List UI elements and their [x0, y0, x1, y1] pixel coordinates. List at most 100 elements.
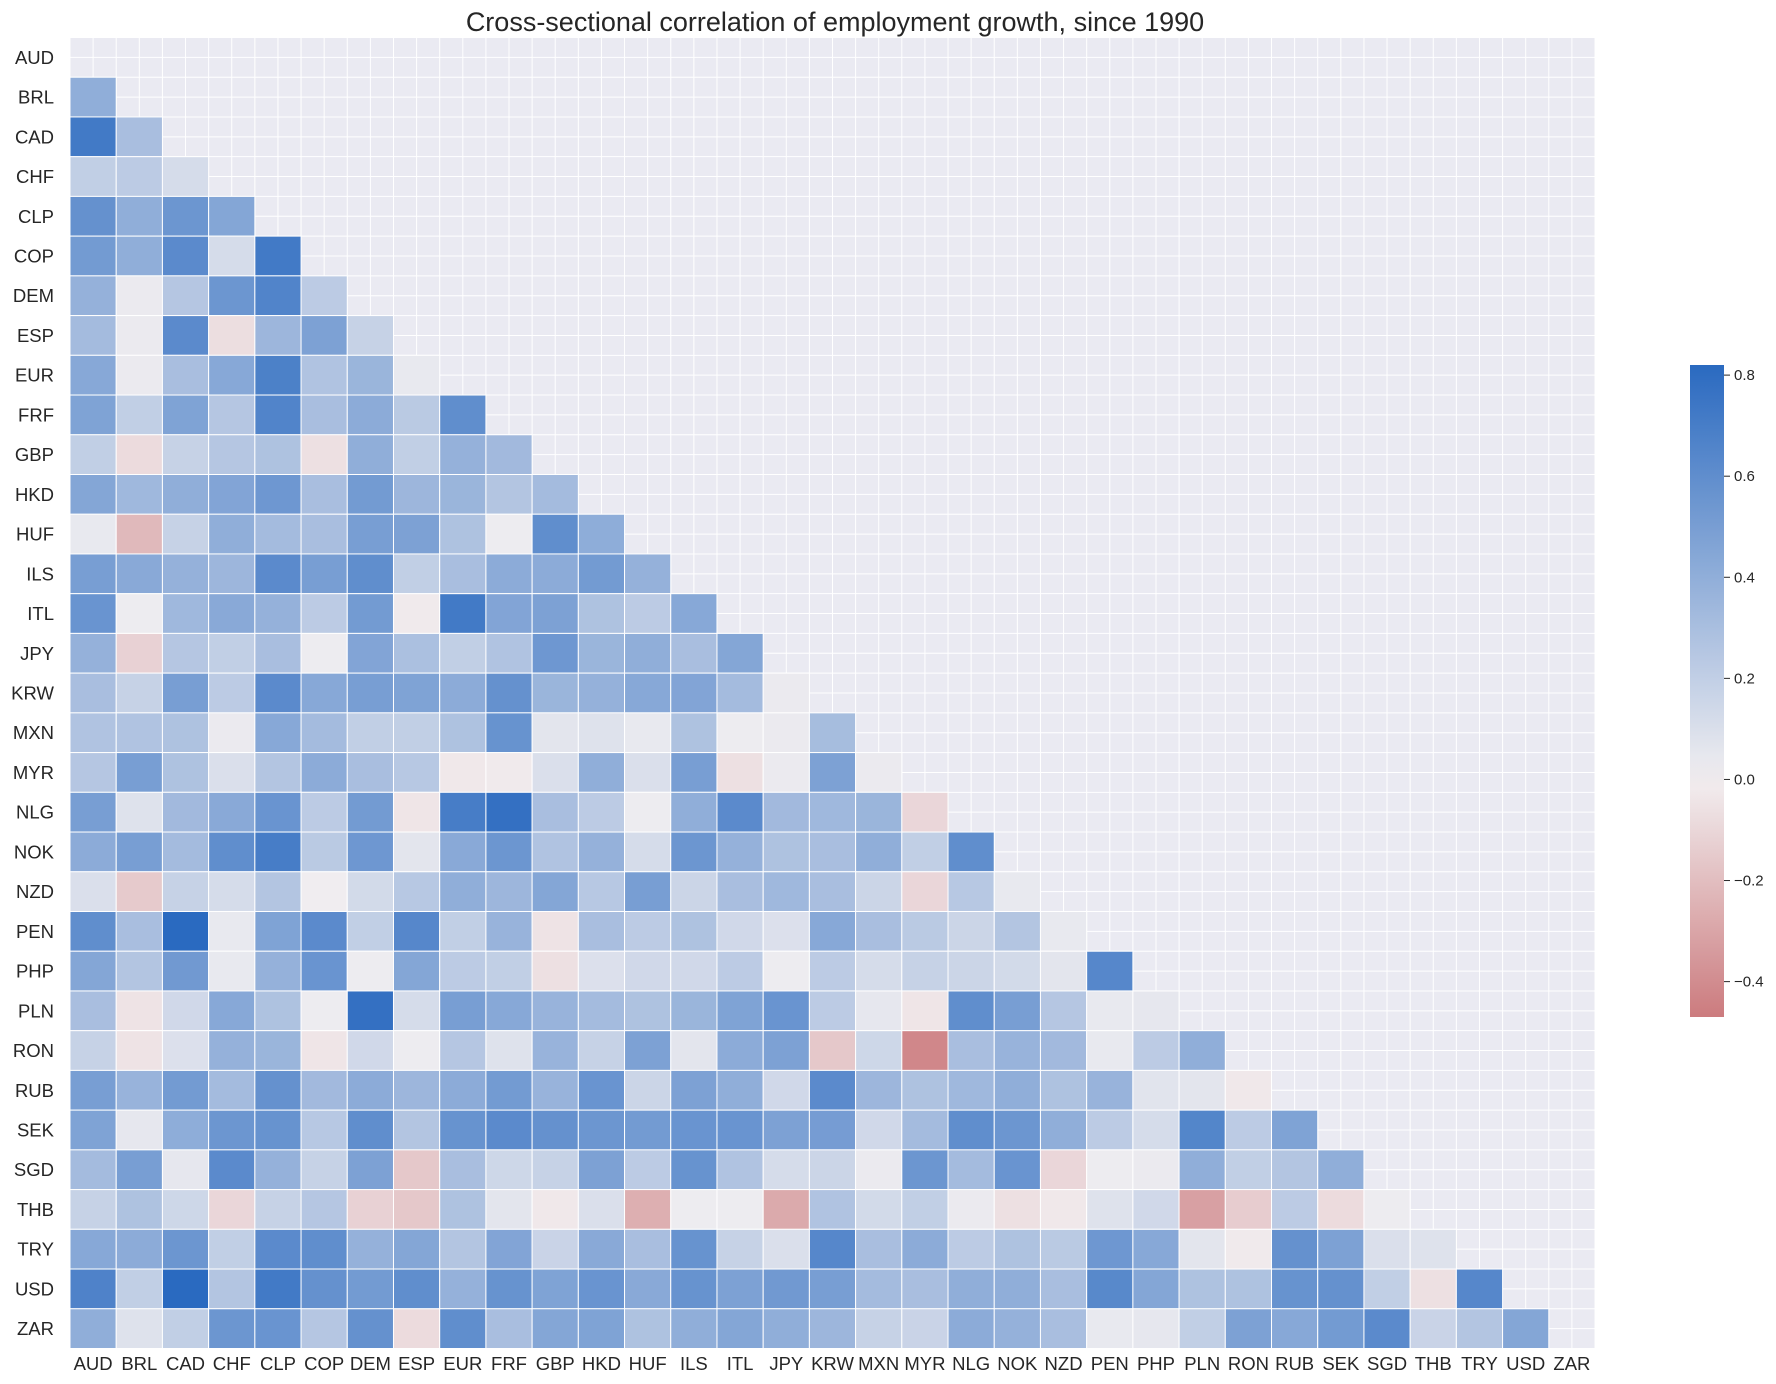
heatmap-cell-MXN-HUF [624, 712, 672, 754]
heatmap-cell-JPY-GBP [531, 632, 579, 674]
heatmap-cell-THB-BRL [115, 1189, 163, 1230]
heatmap-cell-KRW-FRF [485, 672, 533, 714]
heatmap-cell-PLN-HUF [624, 990, 672, 1032]
heatmap-cell-PLN-NLG [947, 990, 995, 1032]
heatmap-cell-RUB-CHF [208, 1069, 256, 1111]
heatmap-cell-USD-SGD [1363, 1268, 1411, 1310]
heatmap-cell-PLN-CAD [161, 990, 210, 1032]
heatmap-cell-RUB-PLN [1178, 1069, 1226, 1111]
heatmap-cell-MYR-ITL [716, 752, 764, 793]
heatmap-cell-TRY-HUF [624, 1228, 672, 1270]
heatmap-cell-NLG-GBP [531, 791, 579, 833]
heatmap-cell-NOK-ILS [670, 831, 718, 873]
colorbar-tick-label: 0.8 [1734, 367, 1755, 384]
heatmap-cell-JPY-DEM [346, 632, 394, 674]
heatmap-cell-SGD-ITL [716, 1149, 764, 1191]
heatmap-cell-SEK-ILS [670, 1109, 718, 1151]
heatmap-cell-TRY-PHP [1132, 1228, 1180, 1270]
heatmap-cell-SEK-CHF [208, 1109, 256, 1151]
heatmap-cell-NZD-KRW [808, 871, 857, 912]
heatmap-cell-MYR-ILS [670, 752, 718, 793]
heatmap-cell-THB-NZD [1039, 1189, 1088, 1230]
heatmap-cell-TRY-NZD [1039, 1228, 1088, 1270]
heatmap-cell-CLP-BRL [115, 195, 163, 237]
y-tick-labels: AUD BRL CAD CHF CLP COP DEM ESP EUR FRF GBP HKD HUF I… [11, 47, 54, 1339]
heatmap-cell-THB-KRW [808, 1189, 857, 1230]
heatmap-cell-MXN-GBP [531, 712, 579, 754]
heatmap-cell-THB-HKD [577, 1189, 626, 1230]
heatmap-cell-FRF-CLP [254, 394, 302, 436]
heatmap-cell-TRY-RUB [1271, 1228, 1319, 1270]
heatmap-cell-USD-CAD [161, 1268, 210, 1310]
heatmap-cell-TRY-BRL [115, 1228, 163, 1270]
heatmap-cell-THB-HUF [624, 1189, 672, 1230]
heatmap-cell-THB-RON [1224, 1189, 1273, 1230]
heatmap-cell-PEN-HKD [577, 911, 626, 952]
heatmap-cell-USD-HKD [577, 1268, 626, 1310]
heatmap-cell-ILS-AUD [69, 553, 117, 595]
heatmap-cell-PEN-NLG [947, 911, 995, 952]
heatmap-cell-PLN-CHF [208, 990, 256, 1032]
heatmap-cell-ILS-HUF [624, 553, 672, 595]
heatmap-cell-NZD-AUD [69, 871, 117, 912]
heatmap-cell-ZAR-FRF [485, 1308, 533, 1349]
heatmap-cell-SEK-NOK [993, 1109, 1041, 1151]
heatmap-cell-TRY-KRW [808, 1228, 857, 1270]
heatmap-cell-FRF-COP [300, 394, 348, 436]
x-tick-label: PEN [1091, 1353, 1129, 1374]
heatmap-cell-ZAR-RUB [1271, 1308, 1319, 1349]
heatmap-cell-SEK-RON [1224, 1109, 1273, 1151]
heatmap-cell-MXN-JPY [762, 712, 810, 754]
heatmap-cell-JPY-ESP [392, 632, 441, 674]
heatmap-cell-NZD-ITL [716, 871, 764, 912]
heatmap-cell-MYR-BRL [115, 752, 163, 793]
heatmap-cell-ZAR-COP [300, 1308, 348, 1349]
heatmap-cell-SGD-SEK [1317, 1149, 1365, 1191]
heatmap-cell-PHP-KRW [808, 950, 857, 992]
x-tick-label: GBP [536, 1353, 575, 1374]
heatmap-cell-NLG-DEM [346, 791, 394, 833]
y-tick-label: SEK [17, 1120, 55, 1141]
heatmap-cell-USD-KRW [808, 1268, 857, 1310]
heatmap-cell-ITL-COP [300, 593, 348, 634]
heatmap-cell-MXN-FRF [485, 712, 533, 754]
heatmap-cell-JPY-FRF [485, 632, 533, 674]
heatmap-cell-RUB-PHP [1132, 1069, 1180, 1111]
heatmap-cell-USD-THB [1409, 1268, 1457, 1310]
heatmap-cell-RUB-CAD [161, 1069, 210, 1111]
heatmap-cell-SGD-HUF [624, 1149, 672, 1191]
heatmap-cell-PHP-AUD [69, 950, 117, 992]
heatmap-cell-ITL-EUR [439, 593, 487, 634]
heatmap-cell-PLN-FRF [485, 990, 533, 1032]
heatmap-cell-MYR-HUF [624, 752, 672, 793]
x-tick-label: FRF [491, 1353, 527, 1374]
y-tick-label: MYR [13, 762, 54, 783]
y-tick-label: CLP [18, 206, 54, 227]
heatmap-cell-RUB-RON [1224, 1069, 1273, 1111]
heatmap-cell-NLG-ILS [670, 791, 718, 833]
heatmap-cell-ITL-CHF [208, 593, 256, 634]
x-tick-label: USD [1506, 1353, 1545, 1374]
heatmap-cell-NOK-BRL [115, 831, 163, 873]
heatmap-cell-DEM-COP [300, 275, 348, 317]
heatmap-cell-NZD-CAD [161, 871, 210, 912]
heatmap-cell-PHP-ESP [392, 950, 441, 992]
heatmap-cell-KRW-CAD [161, 672, 210, 714]
heatmap-cell-DEM-AUD [69, 275, 117, 317]
heatmap-cell-PLN-BRL [115, 990, 163, 1032]
heatmap-cell-COP-CLP [254, 235, 302, 277]
heatmap-cell-MYR-AUD [69, 752, 117, 793]
heatmap-cell-NOK-MXN [855, 831, 903, 873]
heatmap-cell-THB-PLN [1178, 1189, 1226, 1230]
heatmap-cell-SGD-GBP [531, 1149, 579, 1191]
heatmap-cell-PLN-EUR [439, 990, 487, 1032]
heatmap-cell-JPY-AUD [69, 632, 117, 674]
heatmap-cell-GBP-ESP [392, 434, 441, 476]
heatmap-cell-ZAR-ILS [670, 1308, 718, 1349]
heatmap-cell-ESP-CAD [161, 315, 210, 356]
x-tick-label: TRY [1461, 1353, 1498, 1374]
heatmap-cell-JPY-ILS [670, 632, 718, 674]
heatmap-cell-HUF-EUR [439, 513, 487, 555]
heatmap-cell-TRY-JPY [762, 1228, 810, 1270]
heatmap-cell-THB-COP [300, 1189, 348, 1230]
